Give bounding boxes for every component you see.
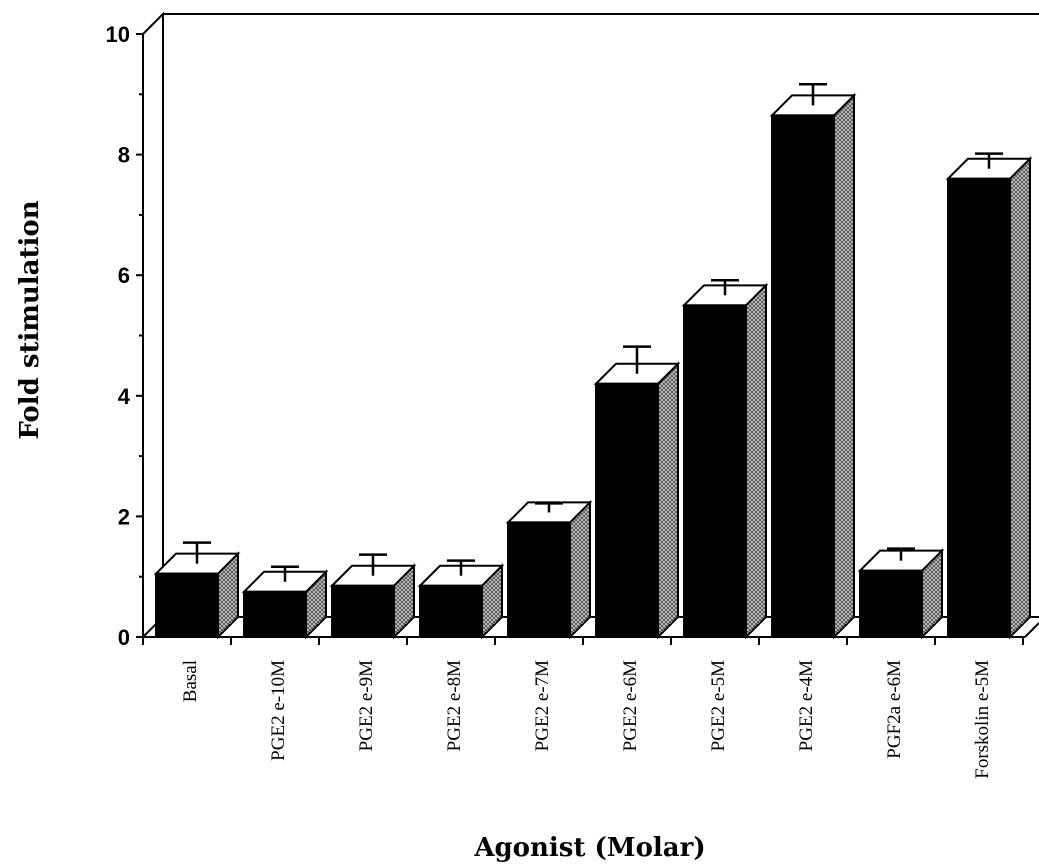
y-tick-label: 4 bbox=[118, 384, 131, 409]
bar-8 bbox=[769, 83, 857, 640]
labels: Fold stimulation Agonist (Molar) 0 2 4 6 8 10… bbox=[15, 22, 993, 863]
bar-4 bbox=[417, 559, 505, 640]
x-tick-label: PGE2 e-4M bbox=[796, 660, 817, 751]
bar-6 bbox=[593, 345, 681, 640]
bar-side bbox=[833, 92, 855, 640]
bar-front bbox=[859, 569, 923, 638]
back-wall-left bbox=[142, 11, 164, 638]
bar-front bbox=[507, 521, 571, 638]
x-tick-label: PGF2a e-6M bbox=[884, 660, 905, 759]
bar-5 bbox=[505, 500, 593, 640]
y-tick-label: 8 bbox=[118, 143, 130, 168]
x-axis-title: Agonist (Molar) bbox=[473, 833, 705, 863]
x-tick-label: PGE2 e-7M bbox=[532, 660, 553, 751]
y-tick-label: 10 bbox=[106, 22, 130, 47]
y-tick-label: 0 bbox=[118, 625, 130, 650]
bar-3 bbox=[329, 553, 417, 640]
bar-front bbox=[243, 590, 307, 639]
x-tick-label: PGE2 e-5M bbox=[708, 660, 729, 751]
bar-7 bbox=[681, 279, 769, 640]
bar-front bbox=[155, 572, 219, 638]
bar-9 bbox=[857, 547, 945, 640]
x-tick-label: PGE2 e-10M bbox=[268, 660, 289, 761]
y-tick-label: 2 bbox=[118, 504, 130, 529]
y-axis-title: Fold stimulation bbox=[15, 200, 45, 439]
x-tick-label: Basal bbox=[180, 660, 201, 702]
x-tick-label: PGE2 e-6M bbox=[620, 660, 641, 751]
floor-right-edge bbox=[1024, 622, 1039, 638]
bar-front bbox=[683, 304, 747, 638]
bar-side bbox=[569, 500, 591, 640]
x-tick-label: PGE2 e-8M bbox=[444, 660, 465, 751]
bar-1 bbox=[153, 541, 241, 640]
bar-2 bbox=[241, 565, 329, 640]
bar-front bbox=[595, 382, 659, 638]
bar-front bbox=[331, 584, 395, 638]
bar-front bbox=[771, 114, 835, 638]
bar-side bbox=[1009, 156, 1031, 640]
bar-front bbox=[947, 177, 1011, 638]
bar-10 bbox=[945, 152, 1033, 640]
x-tick-label: PGE2 e-9M bbox=[356, 660, 377, 751]
bars bbox=[153, 83, 1033, 640]
y-tick-label: 6 bbox=[118, 263, 130, 288]
bar-side bbox=[657, 361, 679, 640]
bar-side bbox=[745, 282, 767, 640]
bar-front bbox=[419, 584, 483, 638]
x-tick-label: Forskolin e-5M bbox=[972, 660, 993, 779]
